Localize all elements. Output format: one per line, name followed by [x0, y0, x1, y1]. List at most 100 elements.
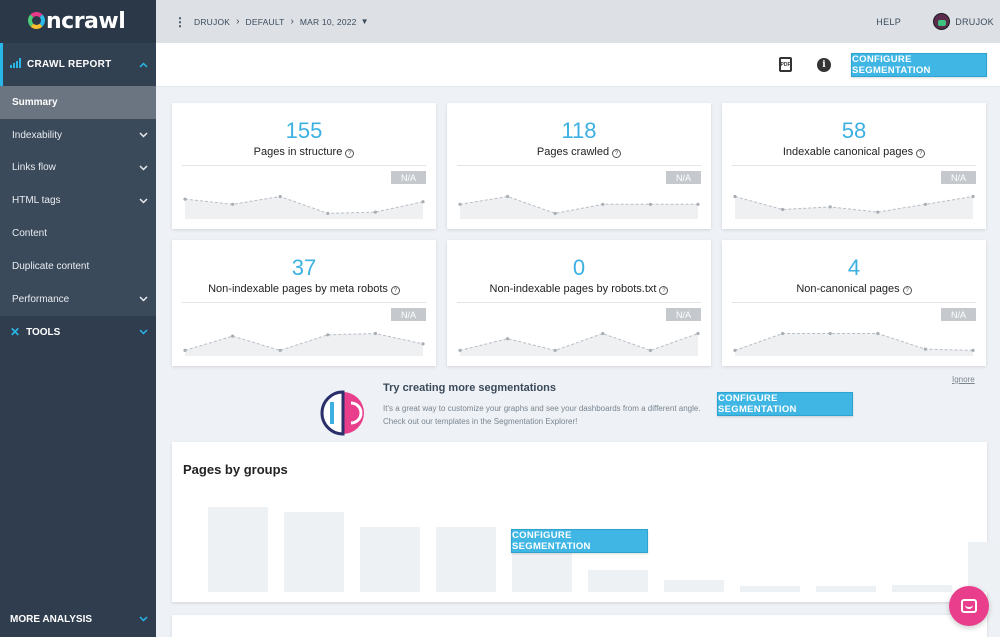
vertical-dots-icon[interactable]: ⋮ — [174, 14, 186, 29]
sparkline-point — [458, 348, 462, 352]
more-analysis-section[interactable]: MORE ANALYSIS — [0, 601, 156, 637]
kpi-label: Non-canonical pages? — [722, 283, 986, 295]
help-link[interactable]: HELP — [876, 16, 901, 27]
help-icon[interactable]: ? — [659, 286, 669, 295]
promo-configure-button[interactable]: CONFIGURE SEGMENTATION — [717, 392, 853, 416]
sparkline-line — [734, 196, 974, 213]
logo-circle-icon — [28, 12, 45, 29]
kpi-value: 155 — [285, 118, 323, 143]
sparkline-point — [231, 334, 235, 338]
chevron-down-icon — [139, 327, 148, 337]
placeholder-bar — [892, 585, 952, 592]
kpi-card[interactable]: 0 Non-indexable pages by robots.txt? N/A — [447, 240, 711, 366]
action-bar: PDF i CONFIGURE SEGMENTATION — [156, 43, 1000, 87]
breadcrumb-date[interactable]: MAR 10, 2022 — [299, 16, 357, 27]
crawl-report-nav: Summary Indexability Links flow HTML tags Co… — [0, 86, 156, 316]
sidebar-item-html-tags[interactable]: HTML tags — [0, 184, 156, 218]
sparkline-point — [876, 331, 880, 336]
kpi-card[interactable]: 4 Non-canonical pages? N/A — [722, 240, 986, 366]
promo-description: It's a great way to customize your graph… — [383, 404, 701, 426]
sparkline-point — [278, 348, 282, 352]
sparkline-point — [971, 348, 975, 352]
pages-by-groups-title: Pages by groups — [183, 462, 288, 477]
na-badge: N/A — [941, 171, 976, 184]
sparkline-point — [828, 205, 832, 209]
caret-down-icon[interactable]: ▼ — [360, 17, 369, 26]
sidebar-item-label: Content — [12, 228, 48, 240]
help-icon[interactable]: ? — [902, 286, 912, 295]
sparkline-area — [735, 196, 973, 219]
sparkline-line — [734, 333, 974, 351]
segmentation-logo-icon — [320, 390, 364, 436]
info-icon[interactable]: i — [817, 58, 831, 72]
kpi-card[interactable]: 37 Non-indexable pages by meta robots? N/A — [172, 240, 436, 366]
kpi-label: Non-indexable pages by robots.txt? — [447, 283, 711, 295]
divider — [457, 302, 701, 303]
sidebar-item-summary[interactable]: Summary — [0, 86, 156, 119]
sparkline-point — [506, 337, 510, 341]
sidebar-item-performance[interactable]: Performance — [0, 282, 156, 316]
placeholder-bar — [968, 542, 1000, 592]
kpi-label-text: Non-canonical pages — [796, 283, 900, 295]
sparkline-area — [185, 333, 423, 356]
sparkline-point — [696, 331, 700, 336]
kpi-value: 4 — [847, 255, 861, 280]
placeholder-bar — [208, 507, 268, 592]
ignore-link[interactable]: Ignore — [952, 375, 975, 384]
sparkline — [183, 194, 425, 219]
tools-section[interactable]: ✕ TOOLS — [0, 316, 156, 349]
na-badge: N/A — [666, 171, 701, 184]
placeholder-bar — [360, 527, 420, 592]
placeholder-bar — [284, 512, 344, 592]
placeholder-bar — [436, 527, 496, 592]
chevron-right-icon: › — [290, 16, 294, 27]
more-analysis-label: MORE ANALYSIS — [10, 613, 93, 625]
sidebar-item-content[interactable]: Content — [0, 217, 156, 250]
sparkline-point — [421, 342, 425, 346]
sidebar: ncrawl CRAWL REPORT Summary Indexability L… — [0, 0, 156, 637]
tools-icon: ✕ — [10, 325, 21, 340]
sparkline — [733, 194, 975, 219]
sparkline-point — [648, 202, 652, 206]
configure-segmentation-button[interactable]: CONFIGURE SEGMENTATION — [851, 53, 987, 77]
sparkline-point — [373, 331, 377, 336]
breadcrumb-project[interactable]: DRUJOK — [194, 16, 231, 27]
topbar: ⋮ DRUJOK › DEFAULT › MAR 10, 2022 ▼ HELP… — [156, 0, 1000, 43]
chat-launcher[interactable] — [949, 586, 989, 626]
help-icon[interactable]: ? — [345, 149, 355, 158]
sparkline-point — [231, 202, 235, 206]
sparkline — [458, 194, 700, 219]
help-icon[interactable]: ? — [916, 149, 926, 158]
user-menu[interactable]: DRUJOK — [933, 13, 994, 30]
sparkline-point — [923, 347, 927, 351]
kpi-label: Non-indexable pages by meta robots? — [172, 283, 436, 295]
pdf-icon[interactable]: PDF — [779, 57, 792, 72]
sparkline-point — [733, 348, 737, 352]
sparkline — [183, 331, 425, 356]
kpi-label: Indexable canonical pages? — [722, 146, 986, 158]
sidebar-item-indexability[interactable]: Indexability — [0, 118, 156, 152]
chevron-down-icon — [139, 196, 148, 206]
kpi-card[interactable]: 155 Pages in structure? N/A — [172, 103, 436, 229]
help-icon[interactable]: ? — [390, 286, 400, 295]
kpi-card[interactable]: 58 Indexable canonical pages? N/A — [722, 103, 986, 229]
logo-rest: ncrawl — [46, 9, 126, 34]
sparkline-point — [828, 331, 832, 336]
help-icon[interactable]: ? — [612, 149, 622, 158]
crawl-report-label: CRAWL REPORT — [27, 59, 112, 70]
kpi-label-text: Pages in structure — [253, 146, 343, 158]
oncrawl-logo[interactable]: ncrawl — [0, 0, 156, 43]
pages-by-groups-panel: Pages by groups CONFIGURE SEGMENTATION — [172, 442, 1000, 602]
crawl-report-section[interactable]: CRAWL REPORT — [0, 43, 156, 86]
sparkline-point — [506, 194, 510, 199]
kpi-card[interactable]: 118 Pages crawled? N/A — [447, 103, 711, 229]
user-name: DRUJOK — [955, 16, 994, 27]
placeholder-bar — [588, 570, 648, 592]
breadcrumb-config[interactable]: DEFAULT — [245, 16, 285, 27]
groups-configure-button[interactable]: CONFIGURE SEGMENTATION — [511, 529, 648, 553]
kpi-label: Pages crawled? — [447, 146, 711, 158]
sidebar-item-duplicate-content[interactable]: Duplicate content — [0, 249, 156, 283]
kpi-label-text: Non-indexable pages by meta robots — [208, 283, 388, 295]
sidebar-item-links-flow[interactable]: Links flow — [0, 151, 156, 185]
sidebar-item-label: Links flow — [12, 162, 56, 174]
